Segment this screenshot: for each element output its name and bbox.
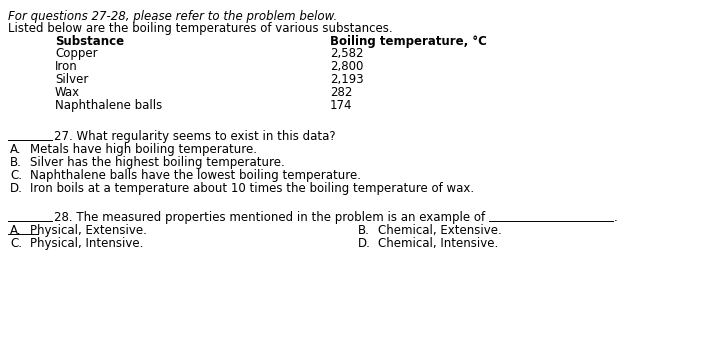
Text: D.: D.	[358, 237, 371, 250]
Text: Wax: Wax	[55, 86, 80, 99]
Text: Copper: Copper	[55, 47, 98, 60]
Text: Substance: Substance	[55, 35, 124, 48]
Text: A.: A.	[10, 143, 21, 156]
Text: Naphthalene balls: Naphthalene balls	[55, 99, 162, 112]
Text: B.: B.	[358, 224, 370, 237]
Text: Silver: Silver	[55, 73, 89, 86]
Text: Listed below are the boiling temperatures of various substances.: Listed below are the boiling temperature…	[8, 22, 393, 35]
Text: Metals have high boiling temperature.: Metals have high boiling temperature.	[30, 143, 257, 156]
Text: Chemical, Intensive.: Chemical, Intensive.	[378, 237, 498, 250]
Text: Silver has the highest boiling temperature.: Silver has the highest boiling temperatu…	[30, 156, 285, 169]
Text: Iron: Iron	[55, 60, 78, 73]
Text: Iron boils at a temperature about 10 times the boiling temperature of wax.: Iron boils at a temperature about 10 tim…	[30, 182, 474, 195]
Text: .: .	[614, 211, 618, 224]
Text: 282: 282	[330, 86, 352, 99]
Text: For questions 27-28, please refer to the problem below.: For questions 27-28, please refer to the…	[8, 10, 337, 23]
Text: 2,800: 2,800	[330, 60, 363, 73]
Text: Boiling temperature, °C: Boiling temperature, °C	[330, 35, 487, 48]
Text: 27. What regularity seems to exist in this data?: 27. What regularity seems to exist in th…	[54, 130, 335, 143]
Text: 174: 174	[330, 99, 352, 112]
Text: Physical, Extensive.: Physical, Extensive.	[30, 224, 147, 237]
Text: B.: B.	[10, 156, 22, 169]
Text: Naphthalene balls have the lowest boiling temperature.: Naphthalene balls have the lowest boilin…	[30, 169, 361, 182]
Text: 28. The measured properties mentioned in the problem is an example of: 28. The measured properties mentioned in…	[54, 211, 485, 224]
Text: 2,193: 2,193	[330, 73, 364, 86]
Text: A.: A.	[10, 224, 21, 237]
Text: D.: D.	[10, 182, 23, 195]
Text: Chemical, Extensive.: Chemical, Extensive.	[378, 224, 502, 237]
Text: Physical, Intensive.: Physical, Intensive.	[30, 237, 144, 250]
Text: C.: C.	[10, 169, 22, 182]
Text: C.: C.	[10, 237, 22, 250]
Text: 2,582: 2,582	[330, 47, 363, 60]
